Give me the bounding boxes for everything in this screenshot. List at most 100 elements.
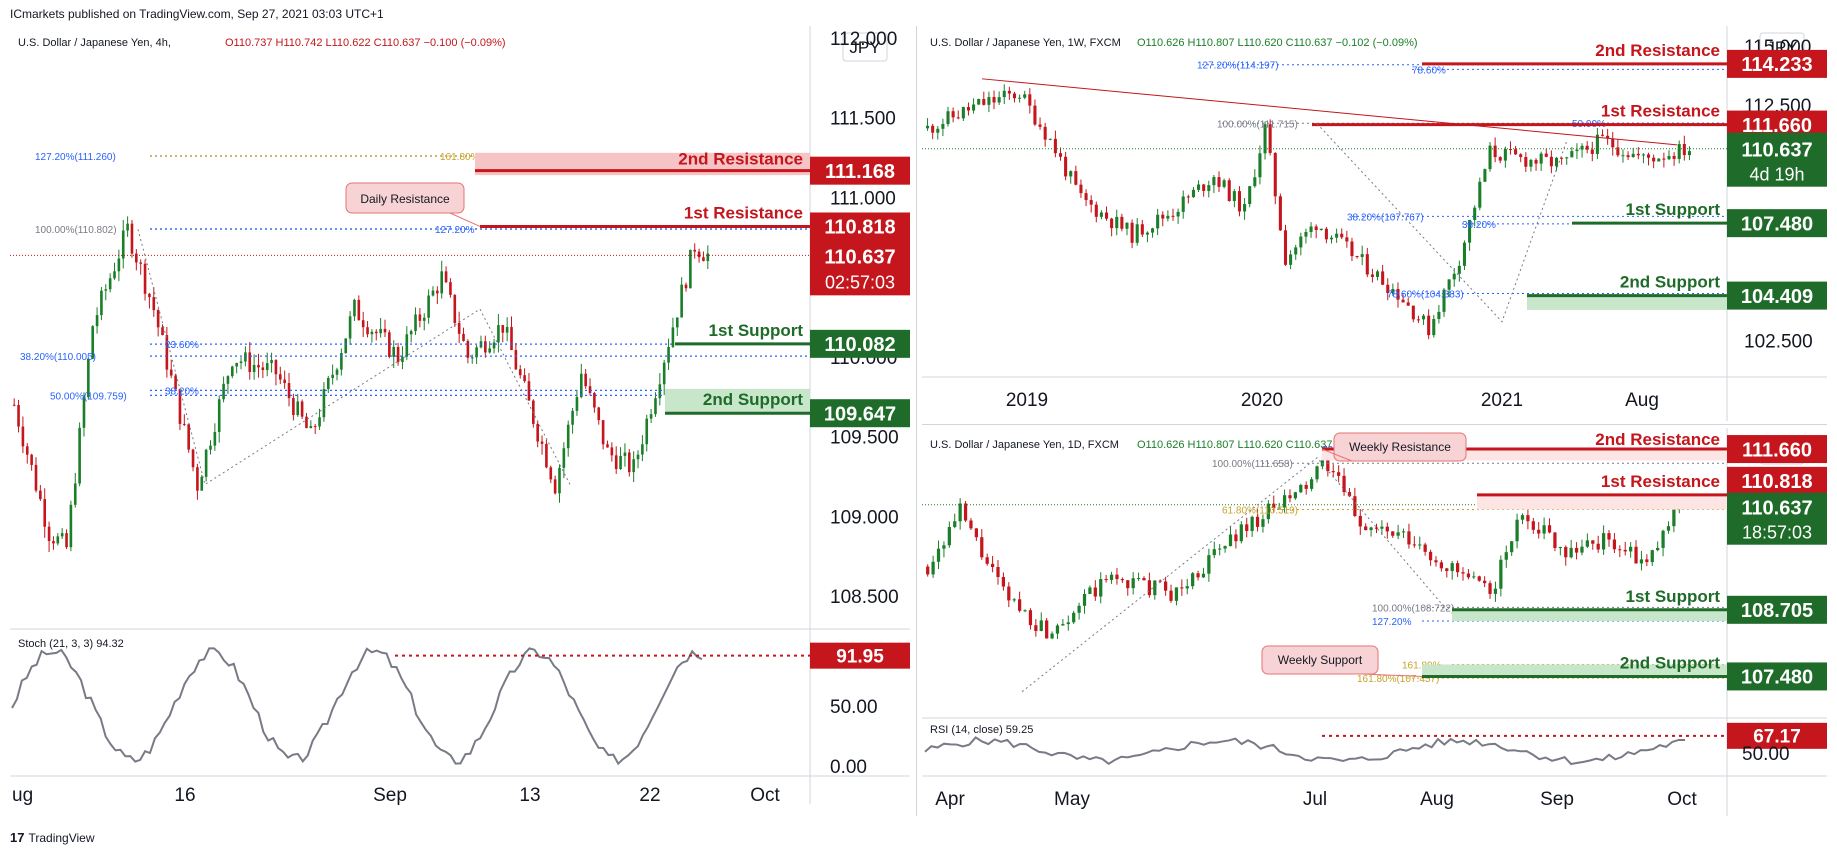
h4-s2-value: 109.647 [824,403,896,425]
h4-candle-body [217,399,221,432]
h4-candle-body [244,352,247,362]
d1-candle-body [980,537,984,558]
w1-candle-body [1018,97,1022,99]
w1-candle-body [1386,284,1390,294]
h4-candle-body [593,393,596,408]
d1-candle-body [1623,549,1627,552]
h4-candle-body [95,315,99,327]
h4-r2-value: 111.168 [825,161,895,183]
h4-candle-body [130,223,134,254]
h4-stoch-tick: 50.00 [830,697,878,718]
d1-fib-label: 127.20% [1372,617,1412,628]
w1-candle-body [1631,153,1635,158]
h4-candle-body [108,278,112,290]
w1-candle-body [1524,157,1528,167]
d1-candle-body [1261,519,1265,527]
d1-candle-body [1558,547,1562,549]
d1-time-tick: Aug [1420,789,1454,810]
d1-candle-body [1493,588,1498,594]
chart-4h-panel[interactable]: U.S. Dollar / Japanese Yen, 4h, O110.737 … [10,26,910,816]
d1-s1-zone [1452,609,1727,621]
chart-4h-canvas[interactable]: U.S. Dollar / Japanese Yen, 4h, O110.737 … [10,26,910,816]
chart-daily-canvas[interactable]: U.S. Dollar / Japanese Yen, 1D, FXCM O110… [922,428,1827,816]
w1-candle-body [1324,228,1328,240]
h4-candle-body [545,443,548,468]
d1-candle-body [1661,530,1665,548]
h4-candle-body [73,483,77,505]
w1-candle-body [1115,216,1119,229]
w1-fib-label: 38.20% [1462,220,1496,231]
h4-candle-body [492,342,496,349]
d1-candle-body [1650,550,1654,563]
d1-candle-body [926,566,930,575]
w1-candle-body [1135,224,1139,243]
w1-candle-body [997,97,1001,103]
d1-time-tick: Oct [1667,789,1697,810]
h4-candle-body [501,325,505,333]
w1-current-value: 110.637 [1741,140,1812,162]
d1-candle-body [1293,492,1298,499]
h4-fib-label: 127.20% [435,225,475,236]
h4-candle-body [510,326,513,350]
h4-fib-label: 23.60% [165,340,199,351]
d1-rsi-label: RSI (14, close) 59.25 [930,724,1033,736]
w1-candle-body [1207,185,1211,191]
d1-candle-body [1374,527,1379,529]
h4-candle-body [706,253,710,262]
w1-r1-label: 1st Resistance [1601,102,1720,121]
h4-candle-body [658,384,662,399]
h4-candle-body [680,284,683,318]
panel-divider-vertical [916,26,917,816]
w1-candle-body [1381,271,1385,285]
chart-weekly-panel[interactable]: U.S. Dollar / Japanese Yen, 1W, FXCM O110… [922,26,1827,423]
h4-time-tick: ug [12,785,33,806]
d1-candle-body [1645,559,1649,563]
d1-candle-body [1153,580,1157,596]
h4-price-tick: 109.000 [830,507,899,528]
d1-candle-body [1082,593,1087,606]
d1-candle-body [1504,552,1508,560]
chart-daily-panel[interactable]: U.S. Dollar / Japanese Yen, 1D, FXCM O110… [922,428,1827,816]
h4-candle-body [523,375,526,382]
d1-candle-body [1120,579,1124,581]
w1-candle-body [1677,144,1681,159]
w1-fib-label: 78.60% [1412,65,1446,76]
d1-candle-body [1337,472,1341,476]
d1-candle-body [1191,573,1195,587]
w1-candle-body [1314,226,1318,230]
d1-candle-body [1277,507,1281,509]
h4-candle-body [161,327,164,336]
d1-candle-body [1574,547,1579,553]
h4-time-tick: 16 [174,785,195,806]
d1-candle-body [1266,503,1270,520]
w1-candle-body [1616,147,1620,156]
h4-r2-box [810,156,910,185]
d1-s1-box [1727,595,1827,624]
h4-candle-body [388,332,391,357]
w1-candle-body [1432,318,1436,336]
w1-candle-body [1508,149,1513,151]
w1-candle-body [1422,315,1426,320]
d1-candle-body [1163,581,1168,591]
w1-candle-body [1488,145,1492,170]
w1-candle-body [1682,144,1686,156]
h4-candle-body [470,357,474,359]
d1-candle-body [1466,573,1471,578]
tradingview-logo-icon: 17 [10,830,25,845]
d1-candle-body [1023,610,1027,612]
w1-candle-body [1416,319,1420,321]
chart-weekly-canvas[interactable]: U.S. Dollar / Japanese Yen, 1W, FXCM O110… [922,26,1827,423]
w1-candle-body [926,125,930,129]
d1-candle-body [1223,546,1227,549]
h4-candle-body [174,375,177,390]
d1-candle-body [1418,544,1422,546]
h4-s1-label: 1st Support [709,321,804,340]
d1-candle-body [1607,533,1611,540]
w1-current-timer: 4d 19h [1749,165,1804,185]
w1-candle-body [1181,196,1185,212]
h4-candle-body [152,297,156,311]
w1-candle-body [1641,154,1645,156]
w1-candle-body [1110,218,1114,229]
h4-time-tick: 13 [519,785,540,806]
d1-candle-body [1250,516,1254,531]
